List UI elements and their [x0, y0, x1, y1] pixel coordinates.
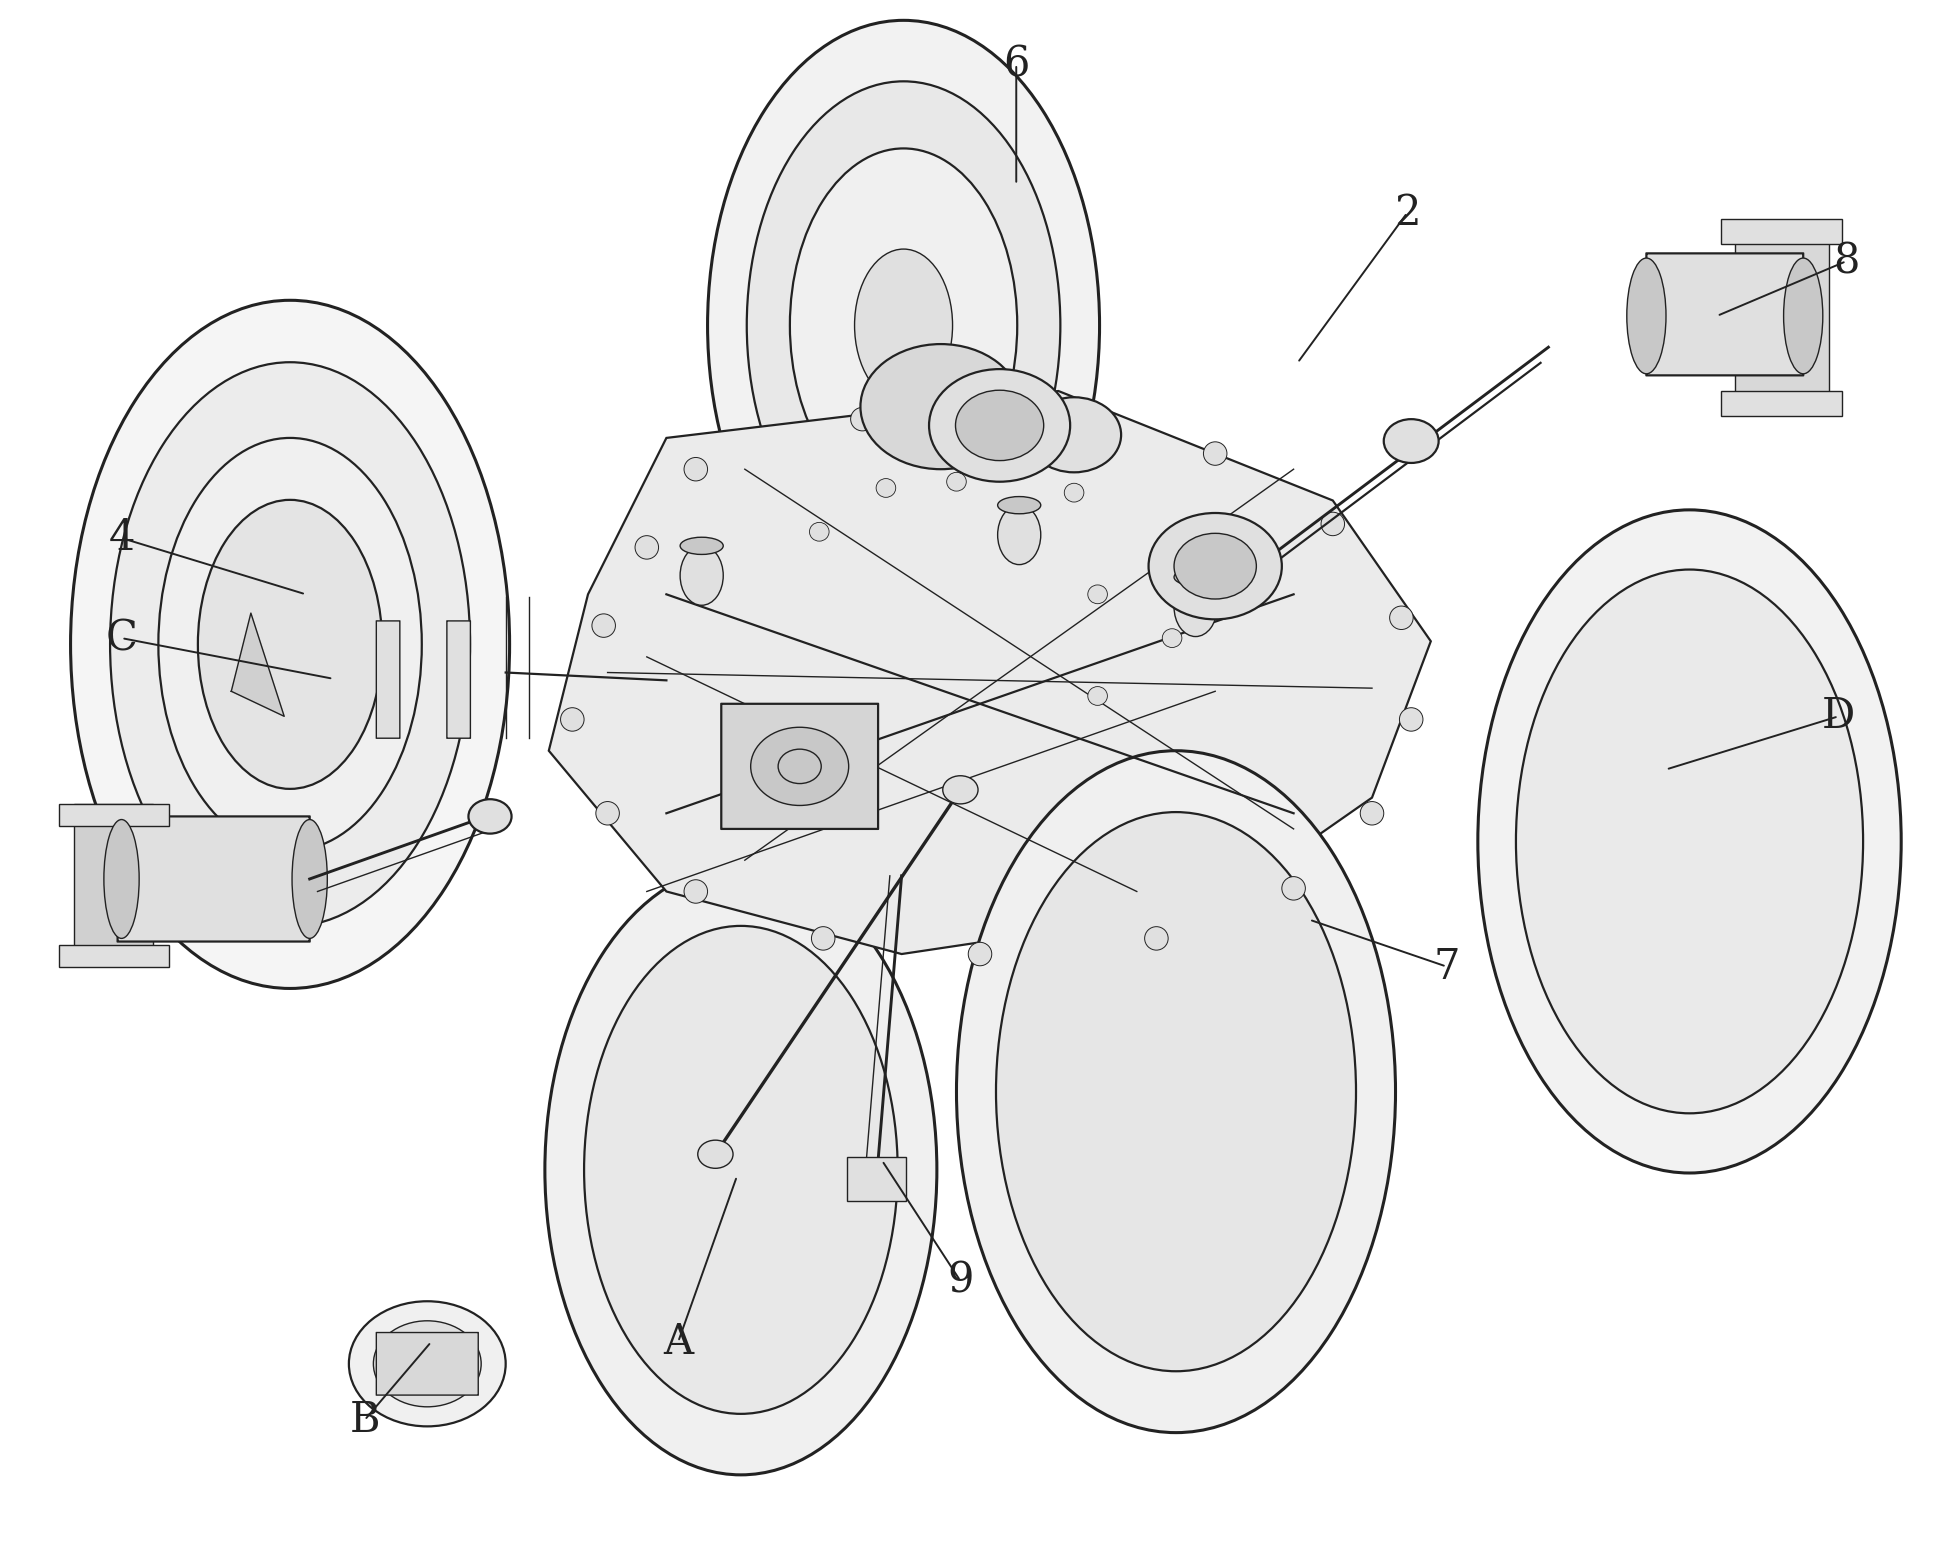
- Ellipse shape: [790, 149, 1017, 502]
- Ellipse shape: [1384, 419, 1439, 463]
- Ellipse shape: [1390, 605, 1413, 629]
- Ellipse shape: [1399, 707, 1423, 730]
- Ellipse shape: [929, 369, 1070, 482]
- Ellipse shape: [110, 363, 470, 926]
- FancyBboxPatch shape: [847, 1157, 906, 1201]
- Ellipse shape: [1627, 258, 1666, 374]
- Ellipse shape: [684, 879, 708, 904]
- Ellipse shape: [635, 535, 659, 558]
- Ellipse shape: [855, 249, 953, 402]
- Ellipse shape: [241, 569, 339, 719]
- Text: 6: 6: [1004, 44, 1029, 84]
- Ellipse shape: [1174, 577, 1217, 637]
- Text: 9: 9: [947, 1261, 974, 1301]
- Text: C: C: [106, 618, 137, 658]
- Ellipse shape: [751, 727, 849, 805]
- Ellipse shape: [104, 820, 139, 938]
- Ellipse shape: [1088, 585, 1107, 604]
- FancyBboxPatch shape: [1646, 253, 1803, 375]
- Ellipse shape: [860, 344, 1021, 469]
- Ellipse shape: [943, 776, 978, 804]
- Ellipse shape: [1784, 258, 1823, 374]
- Polygon shape: [549, 391, 1431, 954]
- Ellipse shape: [1149, 513, 1282, 619]
- Ellipse shape: [545, 865, 937, 1475]
- Ellipse shape: [680, 536, 723, 554]
- Ellipse shape: [778, 749, 821, 784]
- FancyBboxPatch shape: [118, 816, 310, 942]
- FancyBboxPatch shape: [1735, 231, 1829, 404]
- Ellipse shape: [851, 407, 874, 430]
- Ellipse shape: [1027, 397, 1121, 472]
- Text: 7: 7: [1433, 946, 1460, 987]
- Ellipse shape: [680, 546, 723, 605]
- Ellipse shape: [990, 463, 1009, 482]
- Ellipse shape: [349, 1301, 506, 1426]
- Text: D: D: [1823, 696, 1854, 737]
- Text: 4: 4: [108, 518, 135, 558]
- Text: 8: 8: [1833, 241, 1860, 282]
- Ellipse shape: [1282, 876, 1305, 899]
- Ellipse shape: [1360, 801, 1384, 826]
- Ellipse shape: [684, 457, 708, 482]
- Ellipse shape: [468, 799, 512, 834]
- Ellipse shape: [592, 613, 615, 638]
- Ellipse shape: [71, 300, 510, 988]
- Ellipse shape: [747, 81, 1060, 569]
- Ellipse shape: [1088, 687, 1107, 705]
- Ellipse shape: [596, 801, 619, 826]
- Ellipse shape: [996, 812, 1356, 1372]
- Ellipse shape: [708, 20, 1100, 630]
- FancyBboxPatch shape: [376, 1333, 478, 1395]
- Ellipse shape: [1047, 397, 1070, 421]
- Ellipse shape: [1064, 483, 1084, 502]
- FancyBboxPatch shape: [447, 621, 470, 738]
- FancyBboxPatch shape: [1721, 391, 1842, 416]
- FancyBboxPatch shape: [59, 804, 169, 826]
- Ellipse shape: [398, 1340, 457, 1387]
- Ellipse shape: [584, 926, 898, 1414]
- FancyBboxPatch shape: [1721, 219, 1842, 244]
- Ellipse shape: [1162, 629, 1182, 647]
- Ellipse shape: [956, 751, 1396, 1433]
- Text: 2: 2: [1394, 192, 1421, 233]
- Ellipse shape: [1321, 513, 1345, 535]
- FancyBboxPatch shape: [59, 945, 169, 967]
- Ellipse shape: [1478, 510, 1901, 1173]
- FancyBboxPatch shape: [74, 804, 153, 957]
- Ellipse shape: [292, 820, 327, 938]
- Ellipse shape: [374, 1320, 482, 1408]
- Ellipse shape: [1174, 533, 1256, 599]
- Ellipse shape: [998, 505, 1041, 565]
- Ellipse shape: [1515, 569, 1864, 1114]
- Ellipse shape: [876, 479, 896, 497]
- Ellipse shape: [1145, 926, 1168, 949]
- Polygon shape: [231, 613, 284, 716]
- Text: B: B: [349, 1400, 380, 1440]
- Ellipse shape: [998, 496, 1041, 515]
- Ellipse shape: [1203, 441, 1227, 465]
- Ellipse shape: [1174, 568, 1217, 585]
- FancyBboxPatch shape: [376, 621, 400, 738]
- Ellipse shape: [809, 522, 829, 541]
- Ellipse shape: [698, 1140, 733, 1168]
- FancyBboxPatch shape: [721, 704, 878, 829]
- Ellipse shape: [198, 500, 382, 788]
- Ellipse shape: [968, 942, 992, 965]
- Ellipse shape: [159, 438, 421, 851]
- Ellipse shape: [947, 472, 966, 491]
- Text: A: A: [662, 1322, 694, 1362]
- Ellipse shape: [561, 707, 584, 730]
- Ellipse shape: [811, 926, 835, 949]
- Ellipse shape: [956, 389, 1045, 461]
